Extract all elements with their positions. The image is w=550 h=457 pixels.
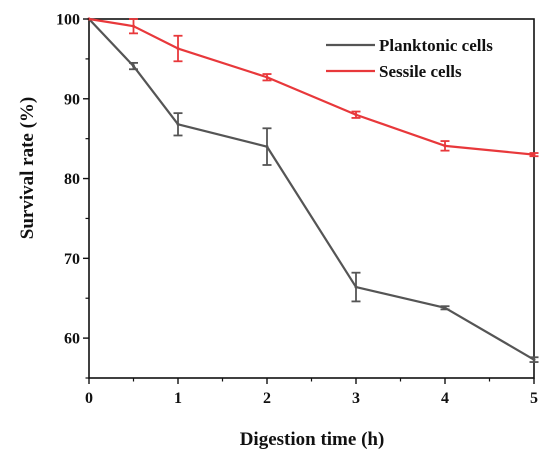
plot-area — [88, 18, 535, 379]
data-point — [443, 144, 447, 148]
y-tick-label: 70 — [64, 251, 80, 268]
data-point — [132, 24, 135, 28]
series-line — [88, 18, 535, 361]
x-tick-label: 2 — [263, 390, 271, 407]
legend: Planktonic cells Sessile cells — [326, 36, 493, 81]
data-point — [265, 145, 269, 149]
series-layer — [87, 17, 539, 363]
x-tick-label: 4 — [441, 390, 449, 407]
x-tick-label: 1 — [174, 390, 182, 407]
legend-label: Sessile cells — [379, 62, 462, 81]
data-point — [176, 47, 180, 51]
y-tick-label: 60 — [64, 331, 80, 348]
data-point — [354, 113, 358, 117]
x-tick-label: 5 — [530, 390, 538, 407]
data-point — [532, 153, 536, 157]
data-point — [265, 75, 269, 79]
series-planktonic — [87, 17, 539, 363]
legend-label: Planktonic cells — [379, 36, 493, 55]
plot-frame — [88, 18, 535, 379]
y-tick-label: 80 — [64, 171, 80, 188]
x-tick-label: 3 — [352, 390, 360, 407]
data-point — [443, 306, 447, 310]
data-point — [176, 122, 180, 126]
x-axis-title: Digestion time (h) — [240, 429, 385, 450]
data-point — [532, 358, 536, 362]
ticks-layer: 0 1 2 3 4 5 60 70 80 90 100 — [56, 12, 538, 408]
x-tick-label: 0 — [85, 390, 93, 407]
data-point — [132, 64, 135, 68]
series-sessile — [87, 17, 539, 158]
y-axis-title: Survival rate (%) — [17, 97, 38, 239]
y-tick-label: 90 — [64, 91, 80, 108]
data-point — [354, 285, 358, 289]
y-tick-label: 100 — [56, 12, 80, 29]
